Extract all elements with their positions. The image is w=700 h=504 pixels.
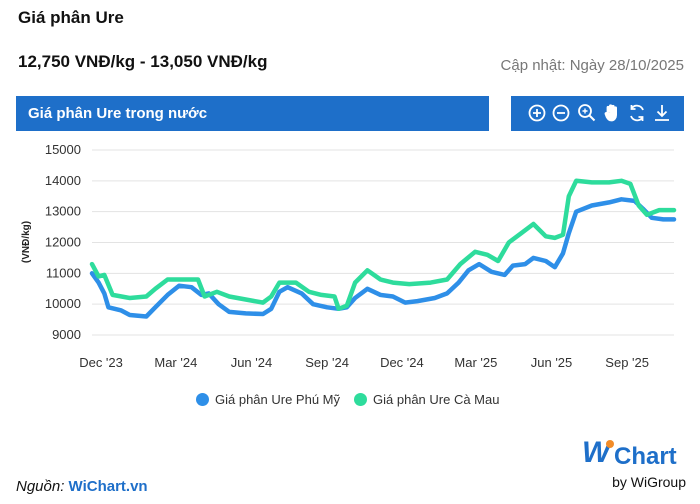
legend-label-phu-my: Giá phân Ure Phú Mỹ [215,392,341,407]
page-title: Giá phân Ure [18,8,124,27]
chart-title: Giá phân Ure trong nước [28,105,208,122]
series-line-phu-my [89,197,677,319]
logo-by: by WiGroup [612,474,686,490]
source-label: Nguồn: [16,478,65,495]
line-chart: 9000 10000 11000 12000 13000 14000 15000 Dec '2… [21,142,677,370]
legend-item-ca-mau[interactable]: Giá phân Ure Cà Mau [354,392,499,407]
zoom-in-icon[interactable] [525,101,549,125]
logo-chart: Chart [614,443,677,470]
source-link[interactable]: WiChart.vn [68,478,148,495]
y-tick-label: 10000 [45,296,81,311]
y-tick-label: 9000 [52,327,81,342]
chart-toolbar [511,96,684,131]
x-tick-label: Sep '24 [305,355,349,370]
x-tick-label: Dec '23 [79,355,123,370]
y-tick-label: 12000 [45,235,81,250]
x-tick-label: Dec '24 [380,355,424,370]
source-note: Nguồn: WiChart.vn [16,478,148,495]
pan-hand-icon[interactable] [600,101,624,125]
magnifier-icon[interactable] [575,101,599,125]
y-tick-label: 15000 [45,142,81,157]
y-axis-label: (VNĐ/kg) [21,221,32,263]
legend-label-ca-mau: Giá phân Ure Cà Mau [373,392,500,407]
logo-dot [606,440,614,448]
x-tick-label: Sep '25 [605,355,649,370]
chart-title-bar: Giá phân Ure trong nước [16,96,489,131]
series-line-ca-mau [89,178,677,312]
logo-w: W [582,436,611,469]
updated-date: Cập nhật: Ngày 28/10/2025 [500,57,684,74]
x-tick-label: Mar '24 [154,355,197,370]
legend-marker-ca-mau [354,393,368,406]
y-tick-label: 14000 [45,173,81,188]
legend-item-phu-my[interactable]: Giá phân Ure Phú Mỹ [196,392,340,407]
y-tick-label: 13000 [45,204,81,219]
reset-icon[interactable] [625,101,649,125]
x-tick-label: Jun '24 [231,355,273,370]
wichart-logo: W Chart by WiGroup [582,436,690,494]
chart-legend: Giá phân Ure Phú Mỹ Giá phân Ure Cà Mau [196,392,499,407]
y-tick-label: 11000 [46,265,81,280]
x-tick-label: Mar '25 [454,355,497,370]
x-tick-label: Jun '25 [531,355,573,370]
zoom-out-icon[interactable] [549,101,573,125]
legend-marker-phu-my [196,393,209,406]
download-icon[interactable] [650,101,674,125]
price-range: 12,750 VNĐ/kg - 13,050 VNĐ/kg [18,52,268,71]
